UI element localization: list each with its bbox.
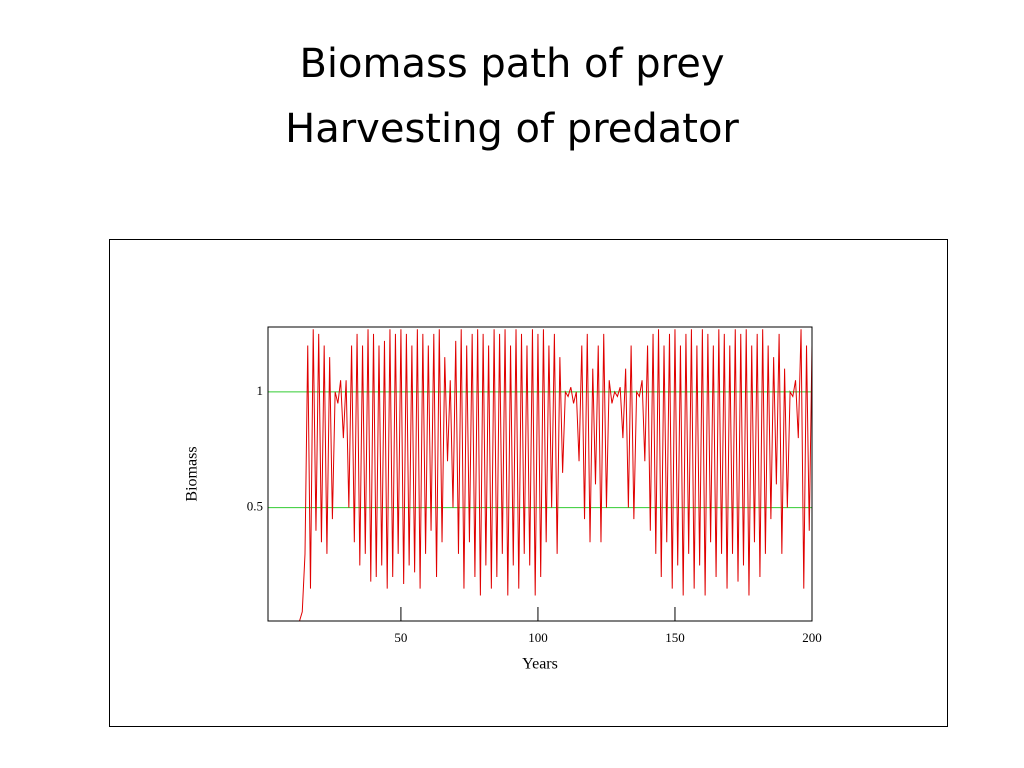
x-tick-label: 100 bbox=[528, 630, 548, 645]
plot-area bbox=[267, 326, 813, 622]
x-tick-label: 150 bbox=[665, 630, 685, 645]
data-line bbox=[299, 329, 813, 622]
chart-frame bbox=[109, 239, 948, 727]
chart-title: Biomass path of prey bbox=[299, 41, 724, 87]
y-tick-label: 0.5 bbox=[247, 499, 263, 514]
chart-subtitle: Harvesting of predator bbox=[285, 106, 739, 152]
x-axis-label: Years bbox=[522, 656, 558, 673]
y-tick-label: 1 bbox=[257, 383, 264, 398]
x-tick-label: 200 bbox=[802, 630, 822, 645]
x-tick-label: 50 bbox=[394, 630, 407, 645]
y-axis-label: Biomass bbox=[184, 446, 201, 501]
